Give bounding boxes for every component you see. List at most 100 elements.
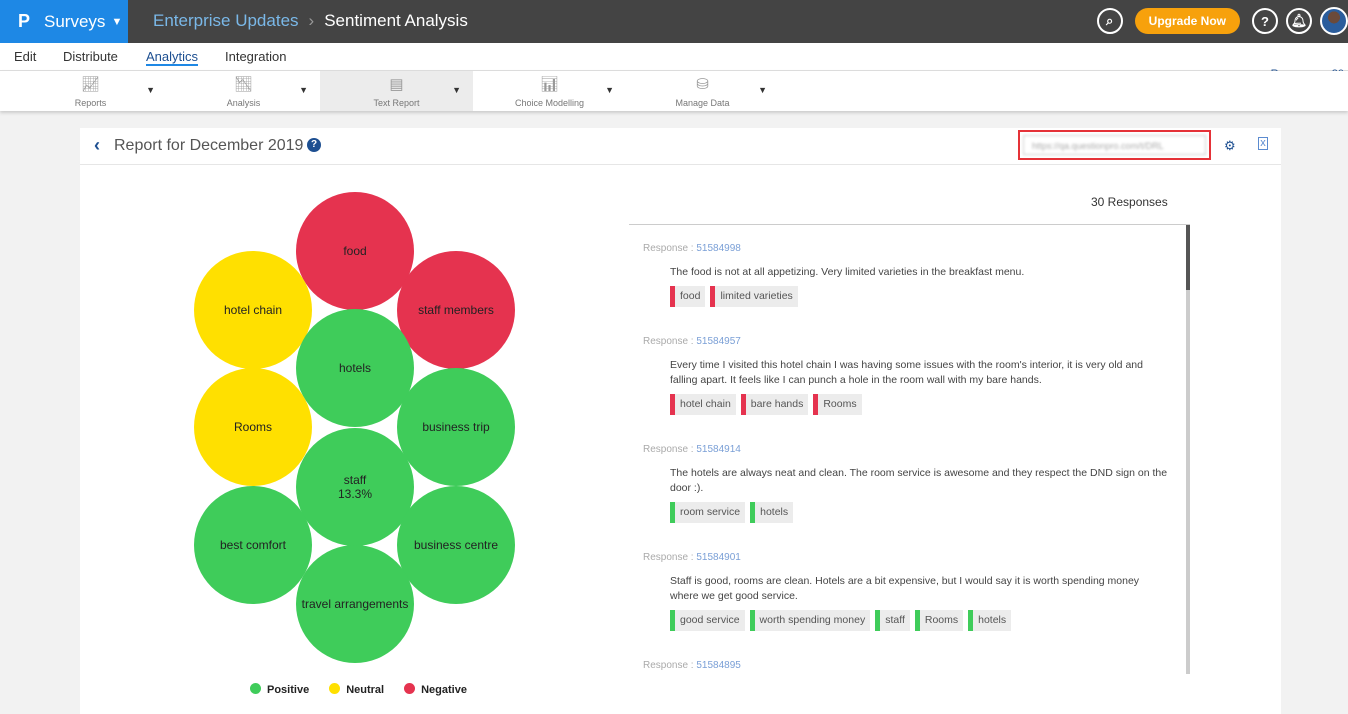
bubble-staff[interactable]: staff 13.3% <box>296 428 414 546</box>
keyword-tag[interactable]: Rooms <box>813 394 862 415</box>
help-icon[interactable]: ? <box>1252 8 1278 34</box>
response-prefix: Response : <box>643 552 697 563</box>
brand-label: Surveys <box>44 11 106 31</box>
upgrade-button[interactable]: Upgrade Now <box>1134 8 1240 34</box>
bell-icon[interactable]: 🔔︎ <box>1286 8 1312 34</box>
keyword-tag[interactable]: good service <box>670 610 745 631</box>
bubble-label: best comfort <box>219 538 287 552</box>
keyword-tag[interactable]: food <box>670 286 706 307</box>
caret-down-icon: ▼ <box>111 15 123 28</box>
breadcrumb: Enterprise Updates › Sentiment Analysis <box>153 11 468 31</box>
database-icon: ⛁ <box>696 76 709 93</box>
negative-dot-icon <box>404 683 416 694</box>
response-item: Response : 51584957 Every time I visited … <box>629 318 1190 426</box>
keyword-tag[interactable]: hotels <box>968 610 1012 631</box>
nav-analytics[interactable]: Analytics <box>146 49 199 66</box>
bubble-travel-arrangements[interactable]: travel arrangements <box>296 545 414 663</box>
tool-label: Choice Modelling <box>514 98 585 108</box>
response-text: The food is not at all appetizing. Very … <box>670 266 1025 278</box>
tool-label: Manage Data <box>675 98 730 108</box>
dropdown-arrow-icon[interactable]: ▼ <box>299 85 308 95</box>
bubble-hotels[interactable]: hotels <box>296 309 414 427</box>
response-id-line: Response : 51584998 <box>643 243 1190 255</box>
responses-total: 30 Responses <box>1091 195 1168 209</box>
tag-list: hotel chain bare hands Rooms <box>670 394 1190 415</box>
share-url-field[interactable]: https://qa.questionpro.com/t/DRL <box>1018 130 1211 160</box>
dropdown-arrow-icon[interactable]: ▼ <box>605 85 614 95</box>
response-id-link[interactable]: 51584957 <box>696 336 741 347</box>
bubble-label: hotel chain <box>223 303 283 317</box>
bubble-label: business trip <box>422 420 490 434</box>
legend-label: Neutral <box>346 684 385 696</box>
tool-manage-data[interactable]: ⛁ Manage Data ▼ <box>626 71 779 111</box>
response-id-link[interactable]: 51584895 <box>696 660 741 671</box>
main-nav: Edit Distribute Analytics Integration Re… <box>0 43 1348 80</box>
response-id-link[interactable]: 51584914 <box>696 444 741 455</box>
nav-integration[interactable]: Integration <box>225 49 287 64</box>
bubble-label: hotels <box>338 361 372 375</box>
bubble-percent: 13.3% <box>337 487 373 501</box>
response-item: Response : 51584901 Staff is good, rooms … <box>629 534 1190 642</box>
response-id-line: Response : 51584957 <box>643 336 1190 348</box>
tool-choice-modelling[interactable]: 📊︎ Choice Modelling ▼ <box>473 71 626 111</box>
legend-label: Negative <box>421 684 467 696</box>
bubble-label: staff members <box>418 303 494 317</box>
document-icon: ▤ <box>389 76 404 93</box>
keyword-tag[interactable]: worth spending money <box>749 610 871 631</box>
analysis-chart-icon: 📉︎ <box>233 76 254 93</box>
scrollbar[interactable] <box>1186 225 1190 674</box>
response-id-link[interactable]: 51584998 <box>696 243 741 254</box>
response-id-line: Response : 51584914 <box>643 444 1190 456</box>
tool-analysis[interactable]: 📉︎ Analysis ▼ <box>167 71 320 111</box>
bubble-business-trip[interactable]: business trip <box>397 368 515 486</box>
keyword-tag[interactable]: limited varieties <box>710 286 798 307</box>
keyword-tag[interactable]: hotel chain <box>670 394 736 415</box>
nav-distribute[interactable]: Distribute <box>63 49 118 64</box>
bubble-food[interactable]: food <box>296 192 414 310</box>
gear-icon[interactable]: ⚙ <box>1224 138 1236 153</box>
nav-edit[interactable]: Edit <box>14 49 37 64</box>
legend-label: Positive <box>267 684 310 696</box>
legend-negative: Negative <box>404 683 467 696</box>
keyword-tag[interactable]: bare hands <box>740 394 809 415</box>
bubble-label: travel arrangements <box>301 597 409 611</box>
dropdown-arrow-icon[interactable]: ▼ <box>146 85 155 95</box>
dropdown-arrow-icon[interactable]: ▼ <box>452 85 461 95</box>
bubble-label: food <box>343 244 367 258</box>
bubble-rooms[interactable]: Rooms <box>194 368 312 486</box>
avatar[interactable] <box>1320 7 1348 35</box>
bubble-best-comfort[interactable]: best comfort <box>194 486 312 604</box>
product-switcher[interactable]: P Surveys ▼ <box>0 0 128 43</box>
bubble-label: staff <box>343 473 367 487</box>
response-text: The hotels are always neat and clean. Th… <box>670 467 1168 494</box>
share-url-text[interactable]: https://qa.questionpro.com/t/DRL <box>1023 135 1206 155</box>
back-chevron-icon[interactable]: ‹ <box>94 135 100 155</box>
search-icon[interactable]: ⌕ <box>1096 8 1123 34</box>
bubble-label: Rooms <box>233 420 272 434</box>
response-prefix: Response : <box>643 243 697 254</box>
dropdown-arrow-icon[interactable]: ▼ <box>758 85 767 95</box>
excel-export-icon[interactable]: x <box>1258 137 1268 150</box>
report-header: ‹ Report for December 2019 ? https://qa.… <box>80 128 1281 165</box>
response-text: Every time I visited this hotel chain I … <box>670 359 1143 386</box>
tool-reports[interactable]: 📈︎ Reports ▼ <box>14 71 167 111</box>
chevron-right-icon: › <box>308 11 315 30</box>
breadcrumb-parent[interactable]: Enterprise Updates <box>153 11 299 30</box>
scrollbar-thumb[interactable] <box>1186 225 1190 290</box>
bubble-staff-members[interactable]: staff members <box>397 251 515 369</box>
bubble-business-centre[interactable]: business centre <box>397 486 515 604</box>
tool-label: Analysis <box>226 98 261 108</box>
keyword-tag[interactable]: Rooms <box>914 610 964 631</box>
keyword-tag[interactable]: room service <box>670 502 746 523</box>
tool-text-report[interactable]: ▤ Text Report ▼ <box>320 71 473 111</box>
response-item: Response : 51584895 <box>629 642 1190 674</box>
tag-list: room service hotels <box>670 502 1190 523</box>
report-title: Report for December 2019 <box>114 137 304 154</box>
tool-label: Reports <box>74 98 107 108</box>
bubble-hotel-chain[interactable]: hotel chain <box>194 251 312 369</box>
response-id-link[interactable]: 51584901 <box>696 552 741 563</box>
keyword-tag[interactable]: hotels <box>750 502 794 523</box>
help-icon[interactable]: ? <box>307 138 321 152</box>
top-bar: P Surveys ▼ Enterprise Updates › Sentiment A… <box>0 0 1348 43</box>
keyword-tag[interactable]: staff <box>875 610 910 631</box>
